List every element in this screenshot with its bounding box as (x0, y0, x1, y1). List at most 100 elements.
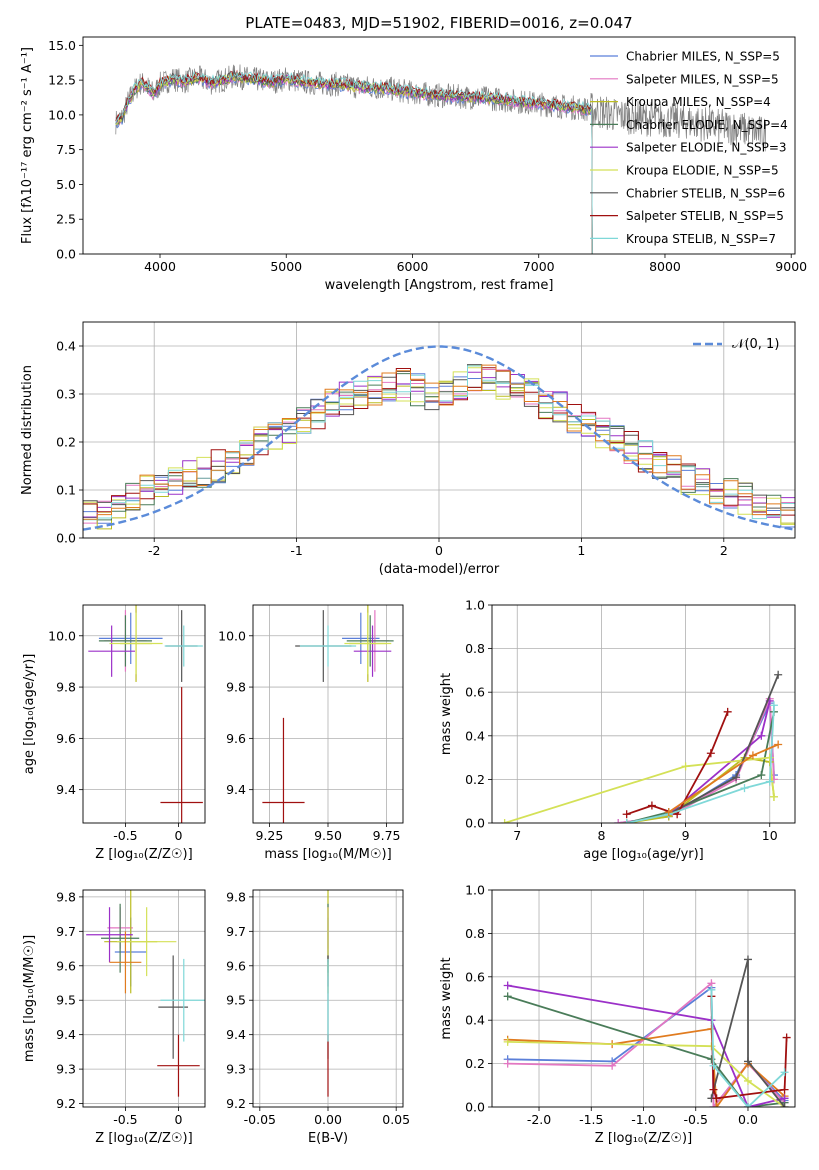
series-line (507, 1041, 786, 1107)
error-bar-point-4 (353, 625, 392, 677)
series-marker (503, 1059, 512, 1068)
series-line (504, 756, 775, 823)
mass-weight-series-6 (707, 955, 789, 1107)
legend-entry: Chabrier STELIB, N_SSP=6 (626, 186, 785, 200)
y-tick-label: 10.0 (48, 628, 76, 643)
y-tick-label: 10.0 (218, 628, 246, 643)
axes-frame (82, 36, 796, 255)
x-axis-label: wavelength [Angstrom, rest frame] (325, 278, 554, 293)
series-marker (608, 1061, 617, 1070)
y-tick-label: 9.8 (56, 889, 76, 904)
model-spectrum-8 (115, 71, 593, 254)
y-tick-label: 9.5 (56, 993, 76, 1008)
observed-spectrum (115, 64, 767, 152)
plot-area (500, 670, 783, 823)
gaussian-curve (83, 345, 795, 531)
plot-area (88, 605, 203, 823)
y-axis-label: mass [log₁₀(M/M☉)] (22, 935, 37, 1062)
y-tick-label: 9.4 (226, 782, 246, 797)
y-tick-label: 0.2 (56, 435, 76, 450)
legend-entry: 𝒩(0, 1) (732, 337, 779, 352)
x-tick-label: -1.0 (631, 1112, 655, 1127)
y-tick-label: 9.4 (56, 1027, 76, 1042)
y-tick-label: 0.2 (465, 772, 485, 787)
mass-weight-series-3 (622, 707, 778, 823)
panel-3: 9.25 9.50 9.75 9.4 9.6 9.8 10.0 mass [log₁₀(M/M… (218, 604, 404, 862)
chart-title: PLATE=0483, MJD=51902, FIBERID=0016, z=0… (245, 14, 632, 32)
legend-entry: Kroupa MILES, N_SSP=4 (626, 95, 771, 109)
y-tick-label: 9.3 (56, 1062, 76, 1077)
y-tick-label: 0.8 (465, 641, 485, 656)
axes-frame (82, 321, 796, 539)
x-tick-label: 0.0 (738, 1112, 758, 1127)
histogram-9 (83, 364, 795, 538)
x-tick-label: 0.05 (382, 1112, 410, 1127)
x-axis-label: age [log₁₀(age/yr)] (583, 847, 704, 862)
error-bar-point-8 (164, 625, 203, 667)
x-tick-label: 0.00 (314, 1112, 342, 1127)
mass-weight-series-3 (503, 992, 789, 1107)
x-tick-label: 6000 (397, 259, 429, 274)
series-marker (780, 1103, 789, 1107)
error-bar-point-5 (344, 612, 392, 675)
y-tick-label: 9.2 (226, 1096, 246, 1111)
y-tick-label: 0.0 (465, 1100, 485, 1115)
y-tick-label: 7.5 (56, 142, 76, 157)
mass-weight-series-5 (500, 753, 778, 823)
x-tick-label: 1 (577, 543, 585, 558)
y-tick-label: 9.6 (56, 731, 76, 746)
error-bar-point-7 (157, 1034, 200, 1097)
mass-weight-series-4 (503, 981, 789, 1107)
series-marker (622, 819, 631, 823)
series-marker (743, 955, 752, 964)
panel-1: -2 -1 0 1 2 0.0 0.1 0.2 0.3 0.4 (data-model)/error… (20, 321, 796, 577)
x-tick-label: 7 (513, 828, 521, 843)
series-marker (782, 1033, 791, 1042)
y-tick-label: 0.1 (56, 483, 76, 498)
x-tick-label: 0 (175, 1112, 183, 1127)
x-tick-label: 9000 (775, 259, 807, 274)
plot-area (503, 955, 791, 1107)
series-line (626, 711, 775, 823)
x-tick-label: 9 (682, 828, 690, 843)
x-tick-label: -0.05 (244, 1112, 276, 1127)
x-axis-label: (data-model)/error (379, 562, 500, 577)
series-marker (503, 992, 512, 1001)
series-marker (500, 819, 509, 823)
y-tick-label: 12.5 (48, 73, 76, 88)
panel-4: 7 8 9 10 0.0 0.2 0.4 0.6 0.8 1.0 age [log₁₀(age/yr… (439, 598, 796, 862)
legend-entry: Salpeter MILES, N_SSP=5 (626, 72, 779, 86)
y-tick-label: 0.3 (56, 387, 76, 402)
y-tick-label: 0.0 (56, 531, 76, 546)
y-tick-label: 1.0 (465, 598, 485, 613)
series-marker (614, 819, 623, 823)
series-marker (709, 1103, 718, 1107)
y-axis-label: mass weight (439, 957, 454, 1039)
series-line (507, 984, 785, 1107)
plot-area (262, 605, 394, 823)
legend-entry: Salpeter ELODIE, N_SSP=3 (626, 141, 787, 155)
series-marker (757, 731, 766, 740)
error-bar-point-5 (116, 907, 177, 977)
plot-area (115, 64, 767, 254)
y-tick-label: 1.0 (465, 883, 485, 898)
y-axis-label: Flux [fλ10⁻¹⁷ erg cm⁻² s⁻¹ A⁻¹] (20, 47, 35, 244)
y-tick-label: 10.0 (48, 107, 76, 122)
x-tick-label: -0.5 (113, 1112, 137, 1127)
y-tick-label: 0.8 (465, 926, 485, 941)
panel-0: 4000 5000 6000 7000 8000 9000 0.0 2.5 5.0 7.5 10.0… (20, 14, 807, 293)
series-line (710, 959, 786, 1107)
model-spectrum-5 (115, 71, 593, 254)
plot-area (83, 345, 795, 538)
error-bar-point-9 (109, 931, 142, 994)
y-tick-label: 9.6 (56, 958, 76, 973)
legend-entry: Kroupa STELIB, N_SSP=7 (626, 232, 776, 246)
x-tick-label: 2 (720, 543, 728, 558)
error-bar-point-8 (160, 958, 205, 1042)
axes-frame (252, 889, 404, 1108)
y-tick-label: 9.7 (56, 924, 76, 939)
series-marker (503, 1037, 512, 1046)
y-tick-label: 0.0 (56, 247, 76, 262)
error-bar-point-3 (98, 615, 152, 667)
